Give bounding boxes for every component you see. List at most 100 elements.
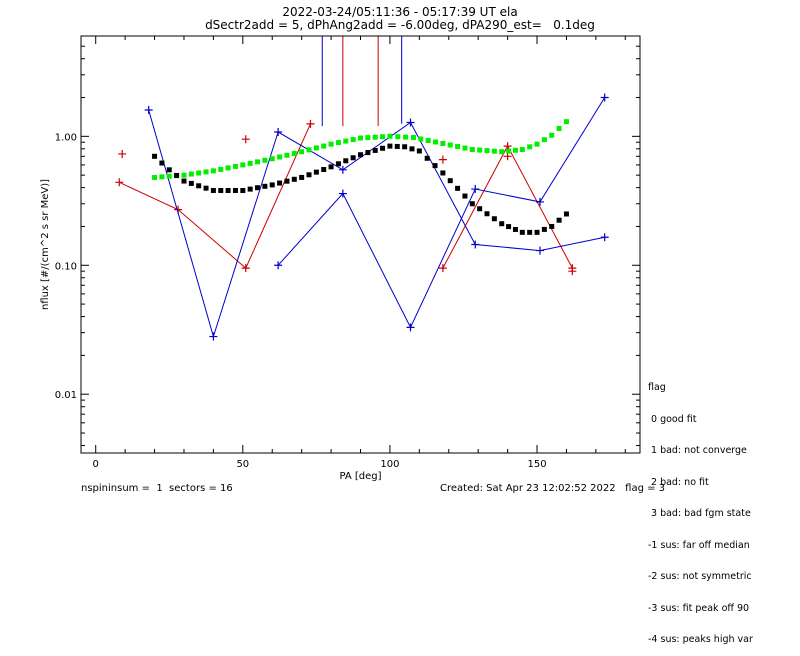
- data-point-dot: [425, 137, 431, 143]
- data-point-dot: [549, 132, 555, 138]
- data-point-cross: [600, 233, 609, 242]
- data-point-dot: [152, 153, 158, 159]
- flag-legend-item: 3 bad: bad fgm state: [648, 508, 751, 519]
- data-point-dot: [203, 185, 209, 191]
- data-point-dot: [328, 141, 334, 147]
- x-tick-label: 100: [380, 459, 399, 470]
- data-point-dot: [335, 161, 341, 167]
- data-point-dot: [499, 149, 505, 155]
- data-point-dot: [519, 147, 525, 153]
- x-tick-label: 50: [236, 459, 249, 470]
- data-point-dot: [218, 166, 224, 172]
- data-point-dot: [365, 150, 371, 156]
- data-point-dot: [462, 145, 468, 151]
- data-point-dot: [462, 193, 468, 199]
- data-point-dot: [394, 143, 400, 149]
- flag-legend-item: 1 bad: not converge: [648, 445, 747, 456]
- y-tick-label: 1.00: [55, 132, 77, 143]
- data-point-dot: [152, 174, 158, 180]
- data-point-dot: [181, 178, 187, 184]
- plot-frame: [80, 35, 641, 454]
- data-point-dot: [365, 135, 371, 141]
- data-point-dot: [232, 188, 238, 194]
- data-point-dot: [424, 155, 430, 161]
- data-point-dot: [269, 182, 275, 188]
- data-point-dot: [527, 144, 533, 150]
- data-point-dot: [181, 172, 187, 178]
- data-point-dot: [380, 134, 386, 140]
- data-point-dot: [269, 156, 275, 162]
- data-point-dot: [174, 172, 180, 178]
- data-point-dot: [484, 148, 490, 154]
- data-layer: [115, 36, 609, 341]
- data-point-dot: [491, 216, 497, 222]
- data-point-dot: [477, 206, 483, 212]
- data-point-dot: [477, 147, 483, 153]
- data-point-dot: [343, 158, 349, 164]
- data-point-dot: [455, 144, 461, 150]
- series-line: [277, 97, 606, 329]
- flag-legend-header: flag: [648, 382, 666, 393]
- footer-created: Created: Sat Apr 23 12:02:52 2022 flag =…: [440, 483, 666, 494]
- data-point-cross: [438, 155, 447, 164]
- data-point-dot: [534, 229, 540, 235]
- data-point-cross: [471, 240, 480, 249]
- data-point-dot: [247, 186, 253, 192]
- data-point-dot: [306, 172, 312, 178]
- data-point-dot: [284, 152, 290, 158]
- flag-legend: flag 0 good fit 1 bad: not converge 2 ba…: [648, 362, 753, 656]
- data-point-dot: [284, 178, 290, 184]
- data-point-dot: [262, 157, 268, 163]
- data-point-cross: [241, 135, 250, 144]
- data-point-dot: [447, 178, 453, 184]
- data-point-dot: [440, 140, 446, 146]
- data-point-dot: [196, 183, 202, 189]
- data-point-dot: [188, 171, 194, 177]
- data-point-cross: [471, 185, 480, 194]
- data-point-dot: [291, 176, 297, 182]
- data-point-dot: [232, 163, 238, 169]
- data-point-dot: [321, 166, 327, 172]
- data-point-cross: [306, 119, 315, 128]
- data-point-dot: [306, 147, 312, 153]
- data-point-cross: [568, 267, 577, 276]
- data-point-dot: [563, 211, 569, 217]
- data-point-cross: [241, 264, 250, 273]
- data-point-dot: [432, 163, 438, 169]
- series-line: [148, 109, 605, 339]
- data-point-dot: [350, 137, 356, 143]
- data-point-cross: [209, 332, 218, 341]
- data-point-dot: [335, 140, 341, 146]
- data-point-dot: [499, 221, 505, 227]
- data-point-dot: [549, 223, 555, 229]
- data-point-dot: [225, 188, 231, 194]
- flag-legend-item: 2 bad: no fit: [648, 476, 709, 488]
- data-point-dot: [447, 142, 453, 148]
- data-point-cross: [274, 128, 283, 137]
- data-point-dot: [203, 169, 209, 175]
- data-point-cross: [438, 264, 447, 273]
- x-axis-label: PA [deg]: [339, 471, 381, 482]
- data-point-cross: [406, 323, 415, 332]
- data-point-dot: [255, 159, 261, 165]
- y-axis-label: nflux [#/(cm^2 s sr MeV)]: [40, 179, 51, 310]
- data-point-dot: [512, 147, 518, 153]
- data-point-dot: [409, 146, 415, 152]
- data-point-dot: [519, 229, 525, 235]
- data-point-dot: [262, 183, 268, 189]
- data-point-dot: [159, 160, 165, 166]
- data-point-dot: [321, 143, 327, 149]
- data-point-dot: [299, 149, 305, 155]
- data-point-dot: [166, 167, 172, 173]
- data-point-dot: [469, 201, 475, 207]
- flag-legend-item: -1 sus: far off median: [648, 539, 750, 551]
- data-point-dot: [416, 148, 422, 154]
- data-point-dot: [395, 134, 401, 140]
- data-point-dot: [240, 188, 246, 194]
- data-point-cross: [115, 178, 124, 187]
- chart-subtitle: dSectr2add = 5, dPhAng2add = -6.00deg, d…: [205, 18, 595, 32]
- data-point-cross: [535, 246, 544, 255]
- chart-title: 2022-03-24/05:11:36 - 05:17:39 UT ela: [282, 5, 518, 19]
- data-point-dot: [506, 148, 512, 154]
- data-point-dot: [556, 125, 562, 131]
